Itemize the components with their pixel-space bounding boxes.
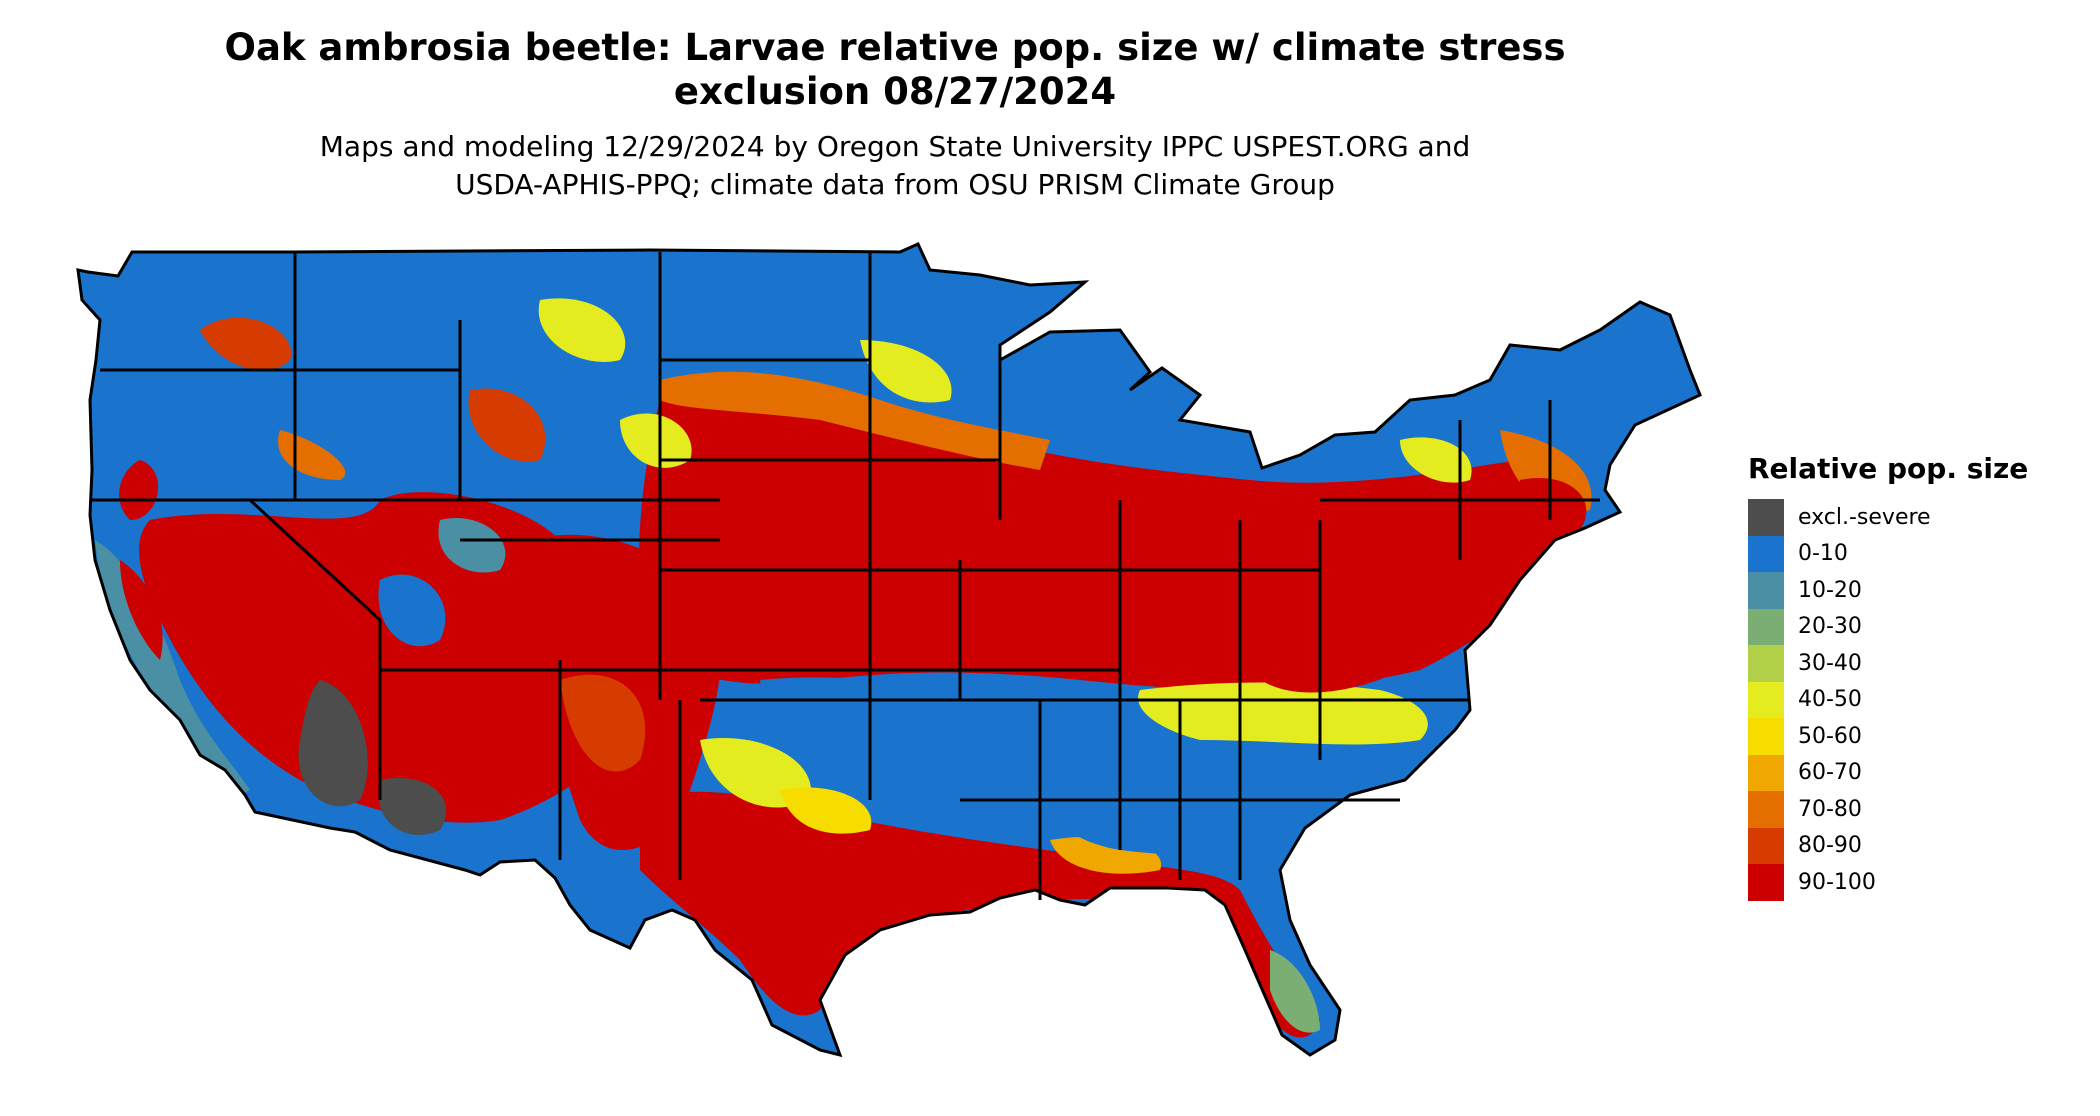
legend-item: 70-80 <box>1748 791 2028 828</box>
legend-label: 0-10 <box>1798 541 1848 567</box>
chart-subtitle: Maps and modeling 12/29/2024 by Oregon S… <box>0 128 1790 204</box>
legend-swatch <box>1748 791 1784 828</box>
risk-raster <box>78 244 1700 1055</box>
legend: Relative pop. size excl.-severe 0-10 10-20… <box>1748 452 2028 901</box>
legend-label: 80-90 <box>1798 833 1862 859</box>
legend-item: excl.-severe <box>1748 499 2028 536</box>
legend-label: 20-30 <box>1798 614 1862 640</box>
legend-swatch <box>1748 499 1784 536</box>
legend-label: 10-20 <box>1798 577 1862 603</box>
state-borders <box>76 242 1702 1057</box>
legend-item: 50-60 <box>1748 718 2028 755</box>
legend-label: 40-50 <box>1798 687 1862 713</box>
legend-swatch <box>1748 718 1784 755</box>
legend-swatch <box>1748 827 1784 864</box>
legend-title: Relative pop. size <box>1748 452 2029 485</box>
legend-item: 20-30 <box>1748 608 2028 645</box>
legend-item: 60-70 <box>1748 754 2028 791</box>
legend-item: 0-10 <box>1748 535 2028 572</box>
chart-title: Oak ambrosia beetle: Larvae relative pop… <box>0 26 1790 114</box>
legend-label: 90-100 <box>1798 869 1876 895</box>
chart-subtitle-line-1: Maps and modeling 12/29/2024 by Oregon S… <box>319 130 1471 163</box>
legend-item: 40-50 <box>1748 681 2028 718</box>
legend-item: 90-100 <box>1748 864 2028 901</box>
legend-label: excl.-severe <box>1798 504 1931 530</box>
legend-swatch <box>1748 681 1784 718</box>
chart-title-line-1: Oak ambrosia beetle: Larvae relative pop… <box>224 26 1566 69</box>
legend-items: excl.-severe 0-10 10-20 20-30 30-40 40-50 50-6… <box>1748 499 2028 901</box>
chart-subtitle-line-2: USDA-APHIS-PPQ; climate data from OSU PR… <box>455 168 1335 201</box>
legend-label: 70-80 <box>1798 796 1862 822</box>
legend-item: 80-90 <box>1748 827 2028 864</box>
legend-label: 60-70 <box>1798 760 1862 786</box>
legend-swatch <box>1748 864 1784 901</box>
legend-label: 30-40 <box>1798 650 1862 676</box>
legend-swatch <box>1748 608 1784 645</box>
chart-title-line-2: exclusion 08/27/2024 <box>673 70 1117 113</box>
legend-label: 50-60 <box>1798 723 1862 749</box>
legend-item: 10-20 <box>1748 572 2028 609</box>
legend-swatch <box>1748 535 1784 572</box>
legend-item: 30-40 <box>1748 645 2028 682</box>
legend-swatch <box>1748 572 1784 609</box>
legend-swatch <box>1748 645 1784 682</box>
legend-swatch <box>1748 754 1784 791</box>
